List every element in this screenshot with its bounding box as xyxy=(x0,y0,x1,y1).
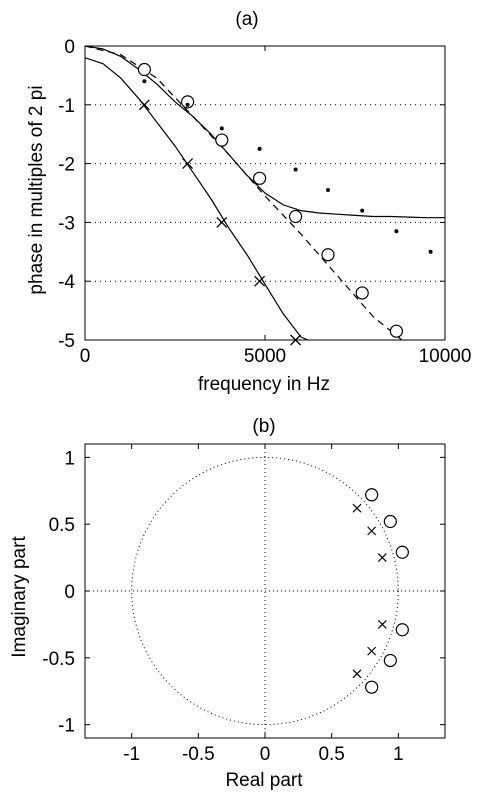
plot-b-ytick-label: 1 xyxy=(64,448,75,469)
plot-a-circle-marker xyxy=(289,209,303,224)
plot-a-dot-marker xyxy=(360,208,365,213)
zero-marker xyxy=(365,680,379,694)
plot-a-xtick-label: 0 xyxy=(80,346,91,367)
plot-b-xlabel: Real part xyxy=(225,770,303,791)
pole-zero-plot: (b) Real part Imaginary part -1 -0.5 0 0.5 1… xyxy=(9,416,446,791)
plot-a-series-line xyxy=(85,46,403,340)
plot-a-circle-marker xyxy=(321,248,335,262)
plot-a-title: (a) xyxy=(235,9,258,30)
plot-a-dot-marker xyxy=(185,102,190,107)
plot-a-dot-marker xyxy=(142,79,147,84)
plot-b-xtick-label: 0 xyxy=(260,744,271,765)
plot-a-ytick-label: -1 xyxy=(58,96,75,117)
plot-a-circle-marker xyxy=(253,171,267,185)
plot-a-cross-marker xyxy=(254,275,266,287)
plot-a-ytick-label: -2 xyxy=(58,155,75,176)
plot-b-ytick-label: -0.5 xyxy=(42,649,75,670)
plot-a-dot-marker xyxy=(293,167,298,172)
pole-marker xyxy=(352,669,362,679)
plot-b-ytick-label: 0.5 xyxy=(49,515,75,536)
zero-marker xyxy=(365,488,379,502)
plot-b-ytick-label: -1 xyxy=(58,716,75,737)
plot-a-ytick-label: 0 xyxy=(64,37,75,58)
plot-a-ytick-label: -4 xyxy=(58,272,75,293)
phase-plot: (a) frequency in Hz phase in multiples o… xyxy=(26,9,471,395)
plot-b-title: (b) xyxy=(252,416,275,437)
plot-a-dot-marker xyxy=(257,146,262,151)
plot-a-series-line xyxy=(85,57,309,340)
pole-marker xyxy=(367,646,377,656)
plot-b-ylabel: Imaginary part xyxy=(9,536,30,658)
plot-b-xtick-label: -0.5 xyxy=(182,744,215,765)
plot-a-circle-marker xyxy=(355,286,369,300)
pole-marker xyxy=(352,503,362,513)
plot-b-ytick-label: 0 xyxy=(64,582,75,603)
plot-a-xtick-label: 5000 xyxy=(244,346,286,367)
plot-a-xlabel: frequency in Hz xyxy=(198,374,330,395)
plot-a-dot-marker xyxy=(394,229,399,234)
pole-marker xyxy=(367,526,377,536)
plot-b-xtick-label: 0.5 xyxy=(318,744,344,765)
plot-a-circle-marker xyxy=(215,133,229,147)
plot-a-cross-marker xyxy=(182,158,194,170)
plot-b-xtick-label: -1 xyxy=(123,744,140,765)
zero-marker xyxy=(383,653,397,668)
plot-a-circle-marker xyxy=(389,324,403,338)
plot-a-circle-marker xyxy=(181,95,195,109)
zero-marker xyxy=(383,514,397,529)
plot-a-dot-marker xyxy=(428,249,433,254)
plot-b-xtick-label: 1 xyxy=(393,744,404,765)
plot-a-dot-marker xyxy=(326,188,330,193)
plot-a-ylabel: phase in multiples of 2 pi xyxy=(26,85,47,294)
plot-a-cross-marker xyxy=(216,216,228,228)
plot-a-ytick-label: -3 xyxy=(58,213,75,234)
plot-a-dot-marker xyxy=(219,126,224,131)
plot-a-cross-marker xyxy=(138,99,150,111)
pole-marker xyxy=(377,553,387,563)
plot-a-ytick-label: -5 xyxy=(58,331,75,352)
zero-marker xyxy=(395,545,409,559)
plot-a-circle-marker xyxy=(137,62,151,77)
plot-a-xtick-label: 10000 xyxy=(419,346,472,367)
unit-circle xyxy=(131,456,399,726)
pole-marker xyxy=(377,619,387,629)
zero-marker xyxy=(395,623,409,637)
